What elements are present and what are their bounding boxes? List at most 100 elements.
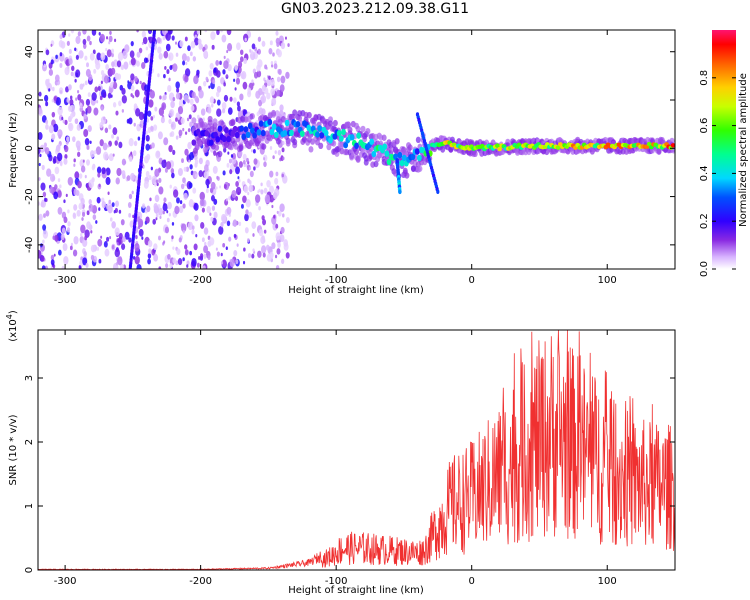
noise-blob bbox=[212, 165, 218, 174]
noise-blob bbox=[167, 85, 172, 93]
ridge-halo bbox=[271, 111, 277, 118]
noise-blob bbox=[182, 229, 185, 234]
noise-blob bbox=[104, 248, 110, 257]
noise-blob bbox=[277, 49, 282, 58]
ridge-core bbox=[315, 131, 320, 138]
noise-blob bbox=[95, 146, 102, 155]
ridge-core bbox=[371, 150, 377, 158]
noise-blob bbox=[82, 38, 87, 45]
noise-blob bbox=[282, 174, 288, 184]
snr-xtick-label: -300 bbox=[54, 576, 77, 587]
noise-blob bbox=[280, 75, 286, 84]
noise-blob bbox=[55, 54, 58, 59]
noise-blob bbox=[90, 230, 93, 234]
noise-blob bbox=[268, 75, 271, 80]
noise-blob bbox=[130, 151, 133, 155]
noise-blob bbox=[82, 83, 85, 87]
noise-blob bbox=[79, 102, 82, 106]
noise-blob bbox=[172, 149, 176, 155]
noise-blob bbox=[275, 264, 280, 269]
noise-blob bbox=[240, 204, 244, 209]
noise-blob bbox=[261, 84, 266, 92]
noise-blob bbox=[127, 202, 132, 209]
noise-blob bbox=[100, 80, 103, 85]
noise-blob bbox=[272, 52, 275, 57]
noise-blob bbox=[176, 248, 181, 256]
noise-blob bbox=[233, 97, 237, 104]
noise-blob bbox=[138, 228, 144, 237]
noise-blob bbox=[232, 219, 238, 227]
noise-blob bbox=[273, 214, 276, 219]
noise-blob bbox=[69, 95, 73, 100]
noise-blob bbox=[186, 260, 190, 266]
spectrogram-frame bbox=[37, 29, 676, 270]
noise-blob bbox=[88, 199, 92, 205]
noise-blob bbox=[86, 35, 91, 42]
noise-blob bbox=[121, 87, 126, 95]
ridge-halo bbox=[292, 109, 298, 116]
noise-blob bbox=[145, 46, 149, 51]
noise-blob bbox=[187, 98, 190, 104]
noise-blob bbox=[136, 211, 140, 217]
noise-blob bbox=[145, 130, 148, 135]
ridge-core bbox=[401, 154, 407, 162]
noise-blob bbox=[138, 47, 143, 54]
noise-blob bbox=[237, 176, 240, 180]
ridge-core bbox=[317, 125, 323, 132]
noise-blob bbox=[128, 117, 133, 125]
noise-blob bbox=[82, 30, 87, 35]
noise-blob bbox=[266, 92, 271, 100]
noise-blob bbox=[54, 74, 60, 83]
noise-blob bbox=[200, 221, 205, 229]
noise-blob bbox=[69, 245, 73, 251]
noise-blob bbox=[48, 88, 51, 92]
noise-blob bbox=[141, 30, 146, 38]
noise-blob bbox=[123, 61, 129, 70]
noise-blob bbox=[252, 82, 255, 86]
noise-blob bbox=[216, 108, 222, 117]
noise-blob bbox=[168, 144, 173, 153]
noise-blob bbox=[220, 221, 224, 228]
ridge-core bbox=[338, 135, 344, 142]
ridge-core bbox=[341, 128, 346, 136]
noise-blob bbox=[145, 170, 150, 178]
noise-blob bbox=[158, 207, 163, 216]
spectrogram-ytick-label: 20 bbox=[24, 94, 35, 107]
noise-blob bbox=[142, 36, 148, 45]
spectrogram-xtick-label: -100 bbox=[325, 275, 348, 286]
noise-blob bbox=[136, 30, 139, 33]
noise-blob bbox=[233, 78, 236, 83]
noise-blob bbox=[282, 213, 285, 218]
noise-blob bbox=[147, 240, 153, 248]
noise-blob bbox=[83, 113, 87, 120]
noise-blob bbox=[152, 114, 156, 119]
noise-blob bbox=[90, 254, 95, 261]
noise-blob bbox=[208, 85, 211, 89]
noise-blob bbox=[78, 202, 83, 210]
noise-blob bbox=[242, 159, 246, 165]
noise-blob bbox=[100, 70, 105, 76]
noise-blob bbox=[213, 67, 217, 73]
noise-blob bbox=[121, 158, 126, 166]
ridge-halo bbox=[347, 126, 353, 133]
noise-blob bbox=[73, 158, 76, 163]
noise-blob bbox=[269, 251, 274, 259]
noise-blob bbox=[107, 191, 110, 195]
noise-blob bbox=[146, 205, 151, 213]
noise-blob bbox=[234, 87, 237, 91]
noise-blob bbox=[38, 162, 41, 167]
ridge-core bbox=[397, 151, 403, 159]
noise-blob bbox=[88, 179, 94, 189]
noise-blob bbox=[270, 88, 276, 96]
noise-blob bbox=[247, 87, 252, 94]
noise-blob bbox=[191, 257, 197, 267]
colorbar-tick-label: 0.6 bbox=[699, 118, 710, 134]
ridge-halo bbox=[407, 144, 413, 151]
noise-blob bbox=[90, 244, 96, 253]
spectrogram-xtick-label: 0 bbox=[469, 275, 475, 286]
noise-blob bbox=[44, 147, 50, 155]
noise-blob bbox=[252, 148, 256, 154]
ridge-core bbox=[284, 119, 290, 127]
noise-blob bbox=[86, 221, 91, 230]
noise-blob bbox=[208, 70, 213, 77]
